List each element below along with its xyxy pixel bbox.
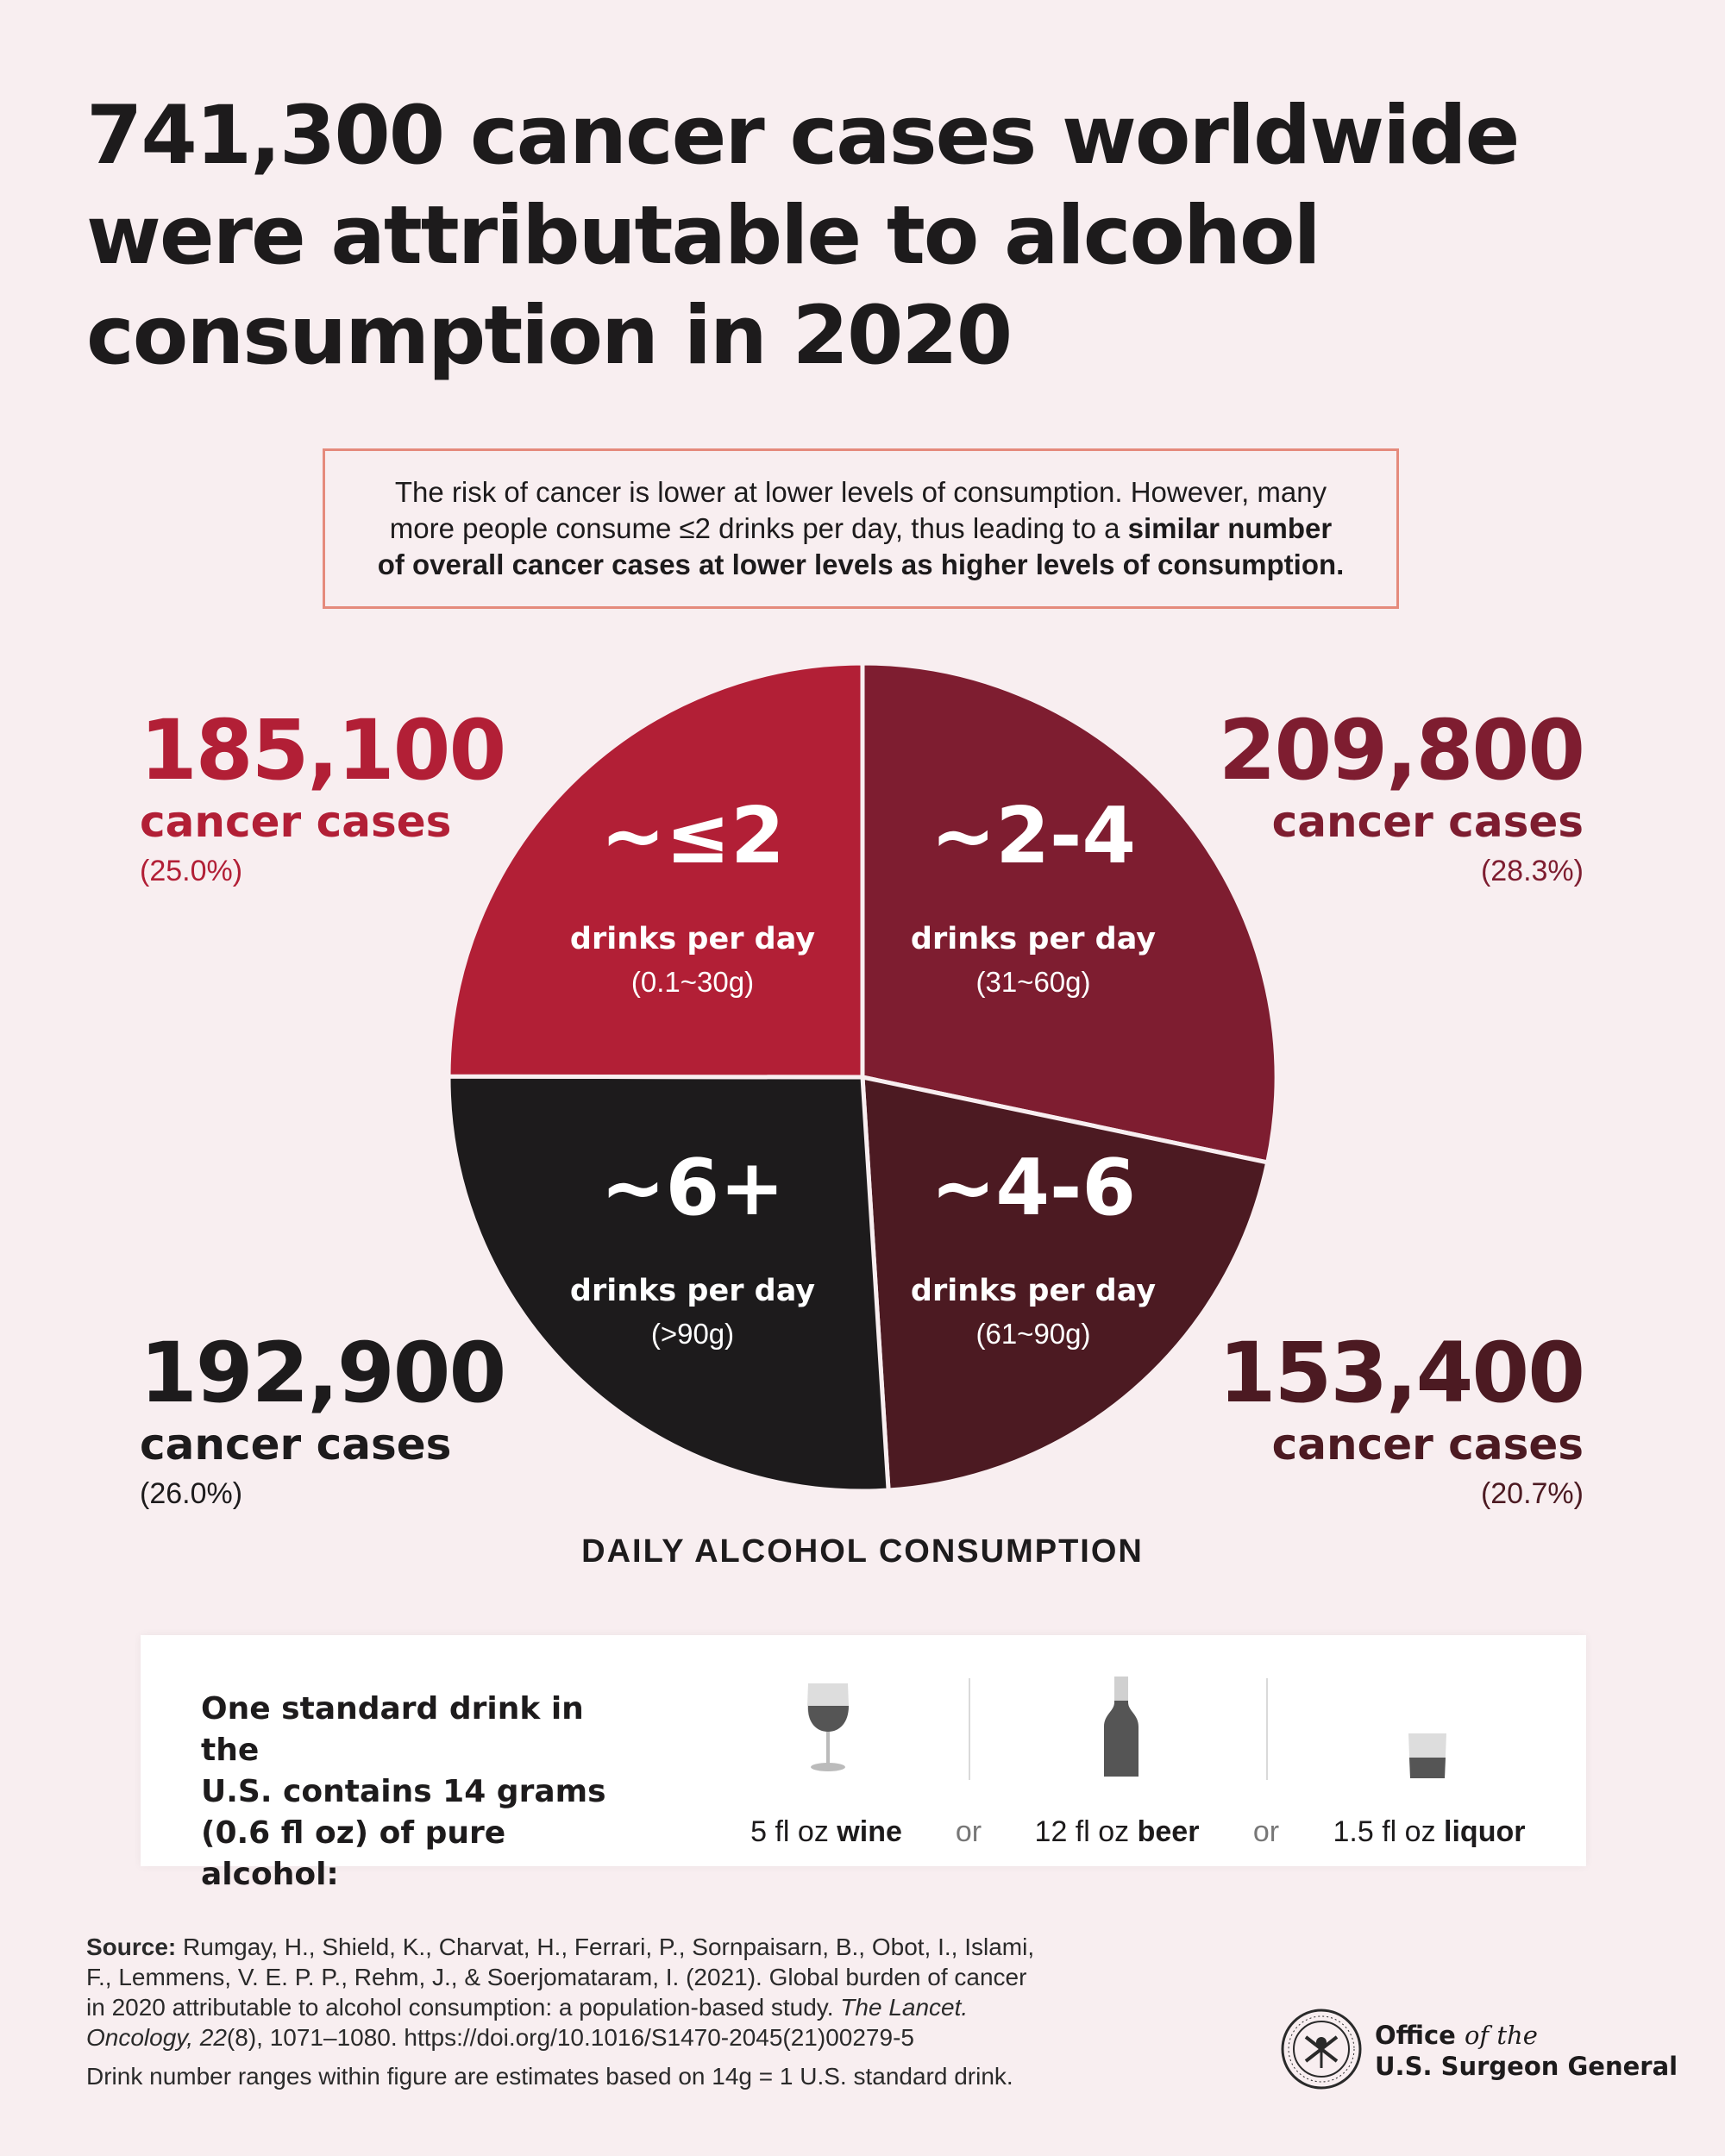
slice-label-6plus: ~6+ xyxy=(600,1143,784,1233)
callout-line1: The risk of cancer is lower at lower lev… xyxy=(394,476,1327,508)
office-word: Office xyxy=(1375,2021,1465,2050)
source-text: in 2020 attributable to alcohol consumpt… xyxy=(86,1994,841,2021)
callout-emphasis-line: of overall cancer cases at lower levels … xyxy=(377,548,1345,580)
surgeon-general-name: U.S. Surgeon General xyxy=(1375,2052,1678,2081)
stat-cases: 185,100 xyxy=(140,702,506,799)
pie-slice-2to4 xyxy=(860,661,1279,1165)
description-line: One standard drink in the xyxy=(201,1691,584,1768)
slice-range-6plus: (>90g) xyxy=(651,1318,734,1350)
description-line: (0.6 fl oz) of pure alcohol: xyxy=(201,1815,506,1892)
stat-label: cancer cases xyxy=(1271,1420,1584,1470)
drink-amount: 12 fl oz xyxy=(1034,1815,1138,1848)
callout-text: The risk of cancer is lower at lower lev… xyxy=(378,474,1345,583)
or-separator: or xyxy=(1252,1815,1280,1848)
stat-4to6: 153,400 cancer cases (20.7%) xyxy=(1218,1325,1585,1514)
slice-range-4to6: (61~90g) xyxy=(975,1318,1090,1350)
public-health-service-seal-icon xyxy=(1281,2009,1362,2090)
slice-unit-2to4: drinks per day xyxy=(911,922,1156,956)
stat-cases: 192,900 xyxy=(140,1325,506,1421)
drink-type: wine xyxy=(837,1815,902,1848)
drink-type: liquor xyxy=(1444,1815,1526,1848)
pie-chart: ~2-4 drinks per day (31~60g) ~4-6 drinks per… xyxy=(446,661,1279,1494)
liquor-glass-icon xyxy=(1408,1733,1446,1778)
slice-label-le2: ~≤2 xyxy=(600,791,784,881)
callout-emphasis: similar number xyxy=(1127,512,1333,544)
standard-drink-description: One standard drink in the U.S. contains … xyxy=(201,1689,649,1896)
callout-line2: more people consume ≤2 drinks per day, t… xyxy=(389,512,1128,544)
source-line: F., Lemmens, V. E. P. P., Rehm, J., & So… xyxy=(86,1964,1027,1990)
chart-axis-title: DAILY ALCOHOL CONSUMPTION xyxy=(581,1533,1144,1570)
slice-unit-4to6: drinks per day xyxy=(911,1274,1156,1308)
source-line: Oncology, 22(8), 1071–1080. https://doi.… xyxy=(86,2022,1156,2053)
source-line: in 2020 attributable to alcohol consumpt… xyxy=(86,1992,1156,2022)
stat-6plus: 192,900 cancer cases (26.0%) xyxy=(140,1325,506,1514)
org-name: Office of the U.S. Surgeon General xyxy=(1375,2020,1678,2082)
pie-slice-6plus xyxy=(446,1074,891,1494)
stat-2to4: 209,800 cancer cases (28.3%) xyxy=(1218,702,1585,892)
drink-type: beer xyxy=(1137,1815,1200,1848)
divider xyxy=(1266,1678,1268,1780)
stat-label: cancer cases xyxy=(1271,797,1584,847)
source-label: Source: xyxy=(86,1934,177,1960)
stat-cases: 153,400 xyxy=(1218,1325,1585,1421)
source-citation: Source: Rumgay, H., Shield, K., Charvat,… xyxy=(86,1932,1156,2091)
drink-amount: 5 fl oz xyxy=(750,1815,837,1848)
drink-beer: 12 fl oz beer xyxy=(1035,1814,1200,1849)
drink-liquor: 1.5 fl oz liquor xyxy=(1333,1814,1526,1849)
title-line: were attributable to alcohol xyxy=(86,189,1321,283)
pie-slice-le2 xyxy=(446,661,865,1080)
journal-name: The Lancet. xyxy=(840,1994,969,2021)
beer-bottle-icon xyxy=(1104,1677,1138,1777)
stat-percent: (28.3%) xyxy=(1480,855,1584,887)
source-text: (8), 1071–1080. https://doi.org/10.1016/… xyxy=(226,2024,914,2051)
slice-unit-le2: drinks per day xyxy=(570,922,815,956)
callout-box: The risk of cancer is lower at lower lev… xyxy=(323,448,1399,609)
of-the: of the xyxy=(1464,2021,1538,2050)
stat-percent: (26.0%) xyxy=(140,1477,243,1510)
slice-label-2to4: ~2-4 xyxy=(931,791,1136,881)
stat-cases: 209,800 xyxy=(1218,702,1585,799)
stat-label: cancer cases xyxy=(140,1420,452,1470)
title-line: consumption in 2020 xyxy=(86,289,1013,383)
source-text: Rumgay, H., Shield, K., Charvat, H., Fer… xyxy=(176,1934,1035,1960)
description-line: U.S. contains 14 grams xyxy=(201,1774,606,1809)
page-title: 741,300 cancer cases worldwide were attr… xyxy=(86,86,1656,386)
slice-range-2to4: (31~60g) xyxy=(975,966,1090,998)
slice-unit-6plus: drinks per day xyxy=(570,1274,815,1308)
surgeon-general-logo: Office of the U.S. Surgeon General xyxy=(1280,2002,1678,2097)
wine-glass-icon xyxy=(807,1683,849,1771)
stat-label: cancer cases xyxy=(140,797,452,847)
stat-percent: (25.0%) xyxy=(140,855,243,887)
drink-estimate-note: Drink number ranges within figure are es… xyxy=(86,2063,1013,2090)
or-separator: or xyxy=(955,1815,982,1848)
source-line: Source: Rumgay, H., Shield, K., Charvat,… xyxy=(86,1932,1156,1962)
drink-amount: 1.5 fl oz xyxy=(1333,1815,1445,1848)
slice-label-4to6: ~4-6 xyxy=(931,1143,1136,1233)
standard-drink-panel: One standard drink in the U.S. contains … xyxy=(141,1635,1586,1892)
slice-range-le2: (0.1~30g) xyxy=(631,966,754,998)
pie-slice-4to6 xyxy=(860,1074,1270,1493)
journal-volume: Oncology, 22 xyxy=(86,2024,227,2051)
stat-percent: (20.7%) xyxy=(1480,1477,1584,1510)
divider xyxy=(969,1678,970,1780)
stat-le2: 185,100 cancer cases (25.0%) xyxy=(140,702,506,892)
drink-wine: 5 fl oz wine xyxy=(750,1814,902,1849)
title-line: 741,300 cancer cases worldwide xyxy=(86,89,1520,183)
